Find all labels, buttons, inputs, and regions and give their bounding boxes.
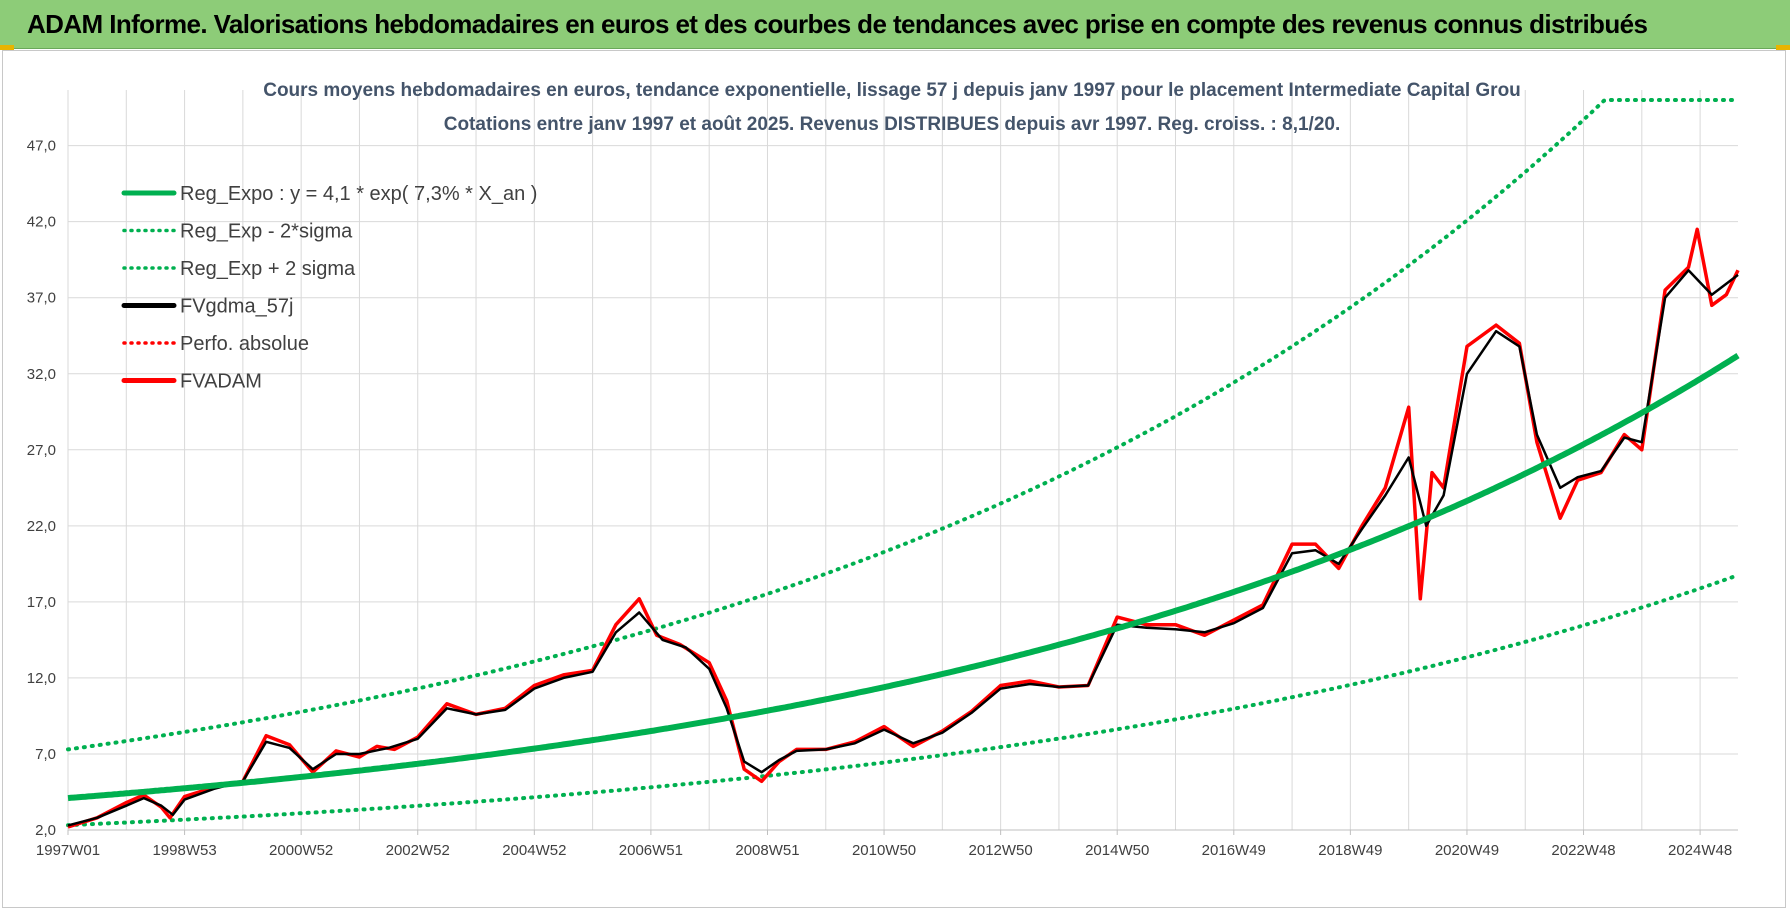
x-tick-label: 2014W50 [1085, 842, 1149, 859]
series-layer [66, 98, 1740, 829]
chart-title: Cours moyens hebdomadaires en euros, ten… [263, 80, 1521, 101]
x-tick-label: 2024W48 [1668, 842, 1732, 859]
x-tick-label: 2006W51 [619, 842, 683, 859]
chart-subtitle: Cotations entre janv 1997 et août 2025. … [444, 114, 1341, 135]
legend-label: Reg_Exp + 2 sigma [180, 258, 356, 280]
legend-label: Reg_Expo : y = 4,1 * exp( 7,3% * X_an ) [180, 183, 537, 205]
legend-label: FVADAM [180, 371, 262, 393]
legend-label: Perfo. absolue [180, 333, 309, 355]
x-tick-label: 2022W48 [1551, 842, 1615, 859]
chart-legend: Reg_Expo : y = 4,1 * exp( 7,3% * X_an ) R… [121, 183, 537, 393]
x-tick-label: 2012W50 [969, 842, 1033, 859]
report-title: ADAM Informe. Valorisations hebdomadaire… [27, 9, 1648, 39]
x-tick-label: 1998W53 [152, 842, 216, 859]
x-tick-label: 1997W01 [36, 842, 100, 859]
y-tick-label: 27,0 [27, 442, 56, 459]
report-banner: ADAM Informe. Valorisations hebdomadaire… [0, 0, 1790, 49]
y-tick-label: 12,0 [27, 670, 56, 687]
chart-frame [2, 50, 1786, 908]
fvadam-line [67, 227, 1740, 829]
x-tick-label: 2010W50 [852, 842, 916, 859]
y-tick-label: 32,0 [27, 366, 56, 383]
y-tick-label: 47,0 [27, 138, 56, 155]
x-tick-label: 2016W49 [1202, 842, 1266, 859]
fvgdma-line [67, 269, 1739, 827]
x-tick-label: 2002W52 [386, 842, 450, 859]
legend-label: Reg_Exp - 2*sigma [180, 221, 353, 243]
upper-band-line [66, 98, 1740, 752]
x-tick-label: 2020W49 [1435, 842, 1499, 859]
y-tick-label: 22,0 [27, 518, 56, 535]
y-tick-label: 37,0 [27, 290, 56, 307]
y-tick-label: 42,0 [27, 214, 56, 231]
regression-line [67, 353, 1740, 802]
corner-marker-right [1776, 45, 1790, 50]
y-tick-label: 2,0 [35, 822, 56, 839]
corner-marker-left [0, 45, 14, 50]
y-tick-label: 7,0 [35, 746, 56, 763]
x-tick-label: 2008W51 [735, 842, 799, 859]
lower-band-line [66, 573, 1740, 828]
legend-label: FVgdma_57j [180, 296, 293, 318]
x-tick-label: 2004W52 [502, 842, 566, 859]
x-tick-label: 2018W49 [1318, 842, 1382, 859]
y-tick-label: 17,0 [27, 594, 56, 611]
x-tick-label: 2000W52 [269, 842, 333, 859]
